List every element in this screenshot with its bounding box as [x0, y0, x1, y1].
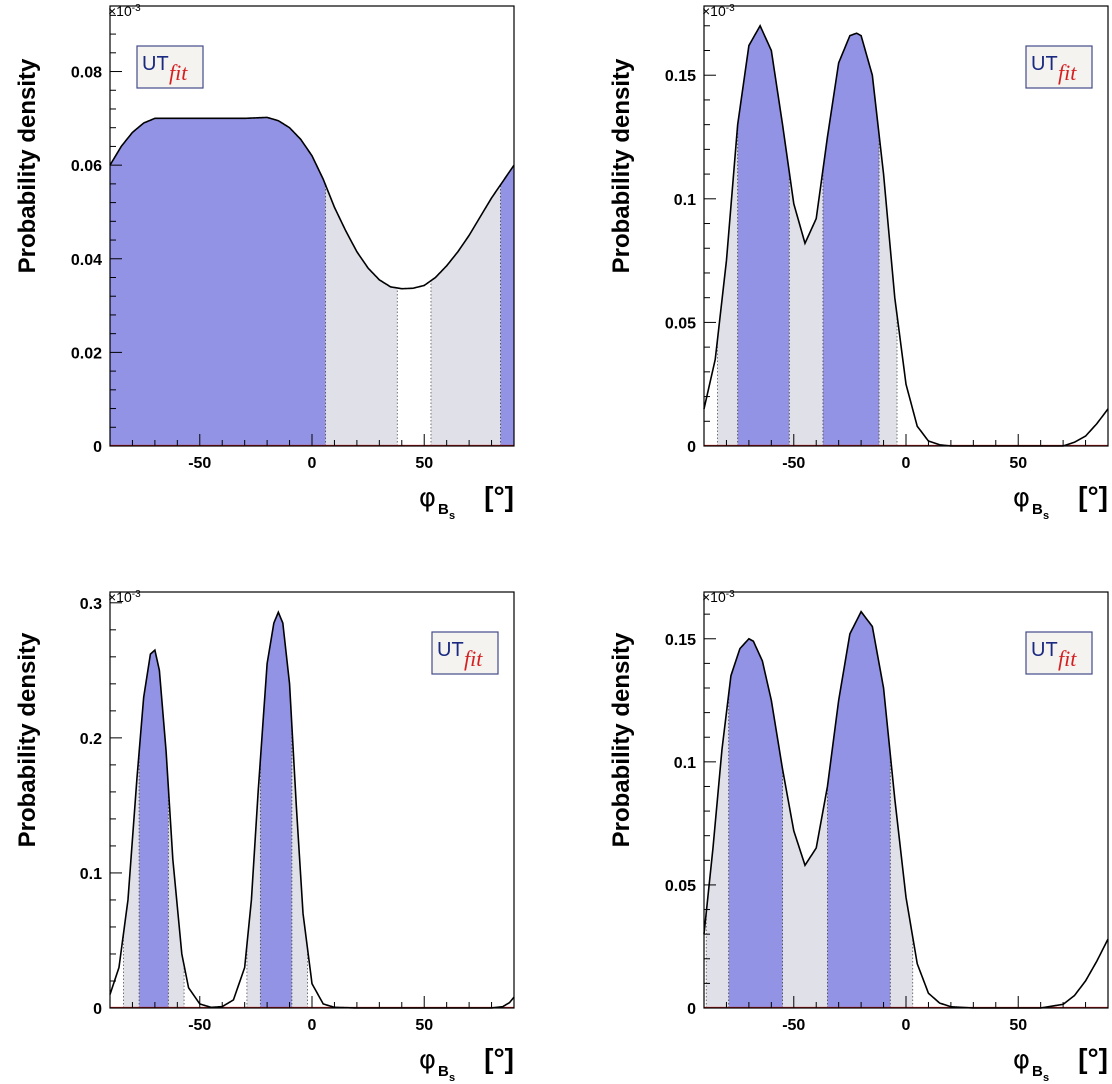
- x-axis-subscript: B: [1032, 501, 1043, 518]
- x-axis-symbol: φ: [419, 483, 436, 513]
- x-axis-subsubscript: s: [1043, 1072, 1049, 1084]
- x-tick-label: 0: [308, 1017, 317, 1034]
- x-axis-subscript: B: [1032, 1063, 1043, 1080]
- x-tick-label: 50: [415, 455, 433, 472]
- band-68-2: [822, 33, 880, 446]
- band-68-1: [110, 117, 326, 447]
- logo-text-fit: fit: [1058, 646, 1077, 671]
- y-tick-label: 0.3: [80, 596, 102, 613]
- y-tick-label: 0.06: [71, 158, 102, 175]
- logo-frame: [136, 45, 204, 89]
- y-tick-label: 0: [687, 439, 696, 456]
- chart-panel-2: -50 0 50 0 0.05 0.1 0.15 ×10-3 Probability densi…: [608, 3, 1109, 522]
- y-tick-label: 0.1: [674, 192, 696, 209]
- band-95-1: [717, 124, 738, 447]
- x-tick-label: 0: [902, 455, 911, 472]
- x-axis-symbol: φ: [1013, 1045, 1030, 1075]
- utfit-logo: UT fit: [431, 631, 499, 675]
- band-68-2: [827, 611, 891, 1008]
- band-95-1: [706, 694, 729, 1008]
- logo-text-ut: UT: [437, 639, 464, 661]
- x-tick-label: -50: [782, 455, 805, 472]
- x-axis-subsubscript: s: [1043, 510, 1049, 522]
- y-axis-label: Probability density: [14, 58, 41, 273]
- logo-text-ut: UT: [142, 53, 169, 75]
- band-68-1: [737, 25, 790, 447]
- y-tick-label: 0.1: [80, 866, 102, 883]
- logo-frame: [1025, 45, 1093, 89]
- band-95-1: [325, 184, 398, 446]
- band-68-2: [260, 612, 292, 1008]
- x-tick-label: -50: [782, 1017, 805, 1034]
- y-tick-label: 0: [93, 1001, 102, 1018]
- y-scale-factor: ×10-3: [702, 3, 735, 19]
- band-95-2: [782, 769, 828, 1008]
- x-axis-symbol: φ: [419, 1045, 436, 1075]
- x-axis-unit: [°]: [1078, 1043, 1108, 1074]
- logo-text-fit: fit: [464, 646, 483, 671]
- y-tick-label: 0: [687, 1001, 696, 1018]
- x-tick-label: 50: [1009, 1017, 1027, 1034]
- logo-text-fit: fit: [1058, 60, 1077, 85]
- x-axis-subsubscript: s: [449, 1072, 455, 1084]
- y-tick-label: 0.15: [665, 68, 696, 85]
- y-tick-label: 0.05: [665, 315, 696, 332]
- logo-text-ut: UT: [1031, 639, 1058, 661]
- x-tick-label: -50: [188, 1017, 211, 1034]
- x-tick-label: 0: [902, 1017, 911, 1034]
- band-68-1: [728, 638, 783, 1008]
- logo-text-fit: fit: [169, 60, 188, 85]
- band-95-3: [890, 754, 913, 1008]
- y-tick-label: 0.02: [71, 345, 102, 362]
- y-tick-label: 0.04: [71, 252, 102, 269]
- y-tick-label: 0.05: [665, 878, 696, 895]
- band-68-2: [500, 165, 514, 446]
- logo-frame: [1025, 631, 1093, 675]
- y-scale-factor: ×10-3: [702, 589, 735, 605]
- y-scale-factor: ×10-3: [108, 3, 141, 19]
- y-tick-label: 0.1: [674, 755, 696, 772]
- logo-text-ut: UT: [1031, 53, 1058, 75]
- x-tick-label: 50: [1009, 455, 1027, 472]
- band-95-3: [879, 134, 898, 447]
- x-tick-label: 0: [308, 455, 317, 472]
- y-scale-factor: ×10-3: [108, 589, 141, 605]
- band-95-2: [430, 184, 501, 446]
- density-curve: [109, 116, 515, 290]
- x-tick-label: -50: [188, 455, 211, 472]
- x-axis-symbol: φ: [1013, 483, 1030, 513]
- y-tick-label: 0.2: [80, 731, 102, 748]
- y-axis-label: Probability density: [14, 632, 41, 847]
- y-tick-label: 0.08: [71, 65, 102, 82]
- x-axis-unit: [°]: [1078, 481, 1108, 512]
- band-95-2: [789, 169, 823, 446]
- x-axis-subscript: B: [438, 1063, 449, 1080]
- chart-panel-4: -50 0 50 0 0.05 0.1 0.15 ×10-3 Probability densi…: [608, 589, 1109, 1084]
- x-axis-subscript: B: [438, 501, 449, 518]
- y-tick-label: 0.15: [665, 632, 696, 649]
- utfit-logo: UT fit: [136, 45, 204, 89]
- y-axis-label: Probability density: [608, 632, 635, 847]
- x-tick-label: 50: [415, 1017, 433, 1034]
- band-68-1: [139, 650, 169, 1008]
- chart-panel-1: -50 0 50 0 0.02 0.04 0.06 0.08 ×10-3 Probability …: [14, 3, 515, 522]
- logo-frame: [431, 631, 499, 675]
- utfit-logo: UT fit: [1025, 631, 1093, 675]
- utfit-logo: UT fit: [1025, 45, 1093, 89]
- y-tick-label: 0: [93, 439, 102, 456]
- x-axis-unit: [°]: [484, 481, 514, 512]
- x-axis-unit: [°]: [484, 1043, 514, 1074]
- band-95-1: [123, 751, 140, 1008]
- chart-panel-3: -50 0 50 0 0.1 0.2 0.3 ×10-3 Probability density…: [14, 589, 515, 1084]
- y-axis-label: Probability density: [608, 58, 635, 273]
- x-axis-subsubscript: s: [449, 510, 455, 522]
